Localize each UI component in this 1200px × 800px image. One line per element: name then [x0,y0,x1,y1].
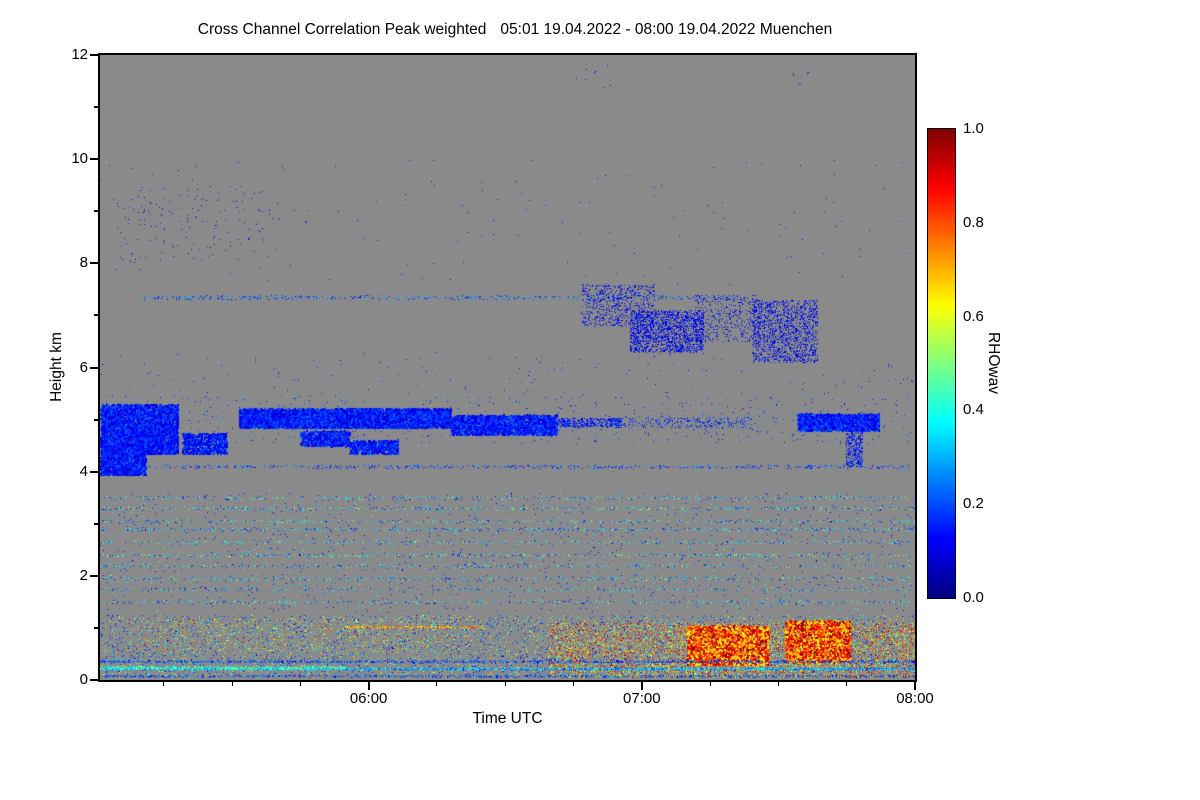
x-axis-minor-tick [709,682,711,686]
x-axis-minor-tick [231,682,233,686]
colorbar-gradient-canvas [928,129,955,598]
y-axis-minor-tick [94,418,98,421]
colorbar-label: RHOwav [985,331,1002,395]
x-axis-tick-label: 07:00 [623,690,661,707]
x-axis-minor-tick [299,682,301,686]
y-axis-major-tick [90,366,98,369]
x-axis-tick-label: 08:00 [896,690,934,707]
y-axis-tick-label: 12 [71,46,88,63]
x-axis-label: Time UTC [472,710,543,727]
colorbar-tick-label: 0.0 [963,589,984,606]
plot-area [98,53,917,682]
colorbar-tick-label: 0.2 [963,495,984,513]
y-axis-major-tick [90,262,98,265]
y-axis-major-tick [90,54,98,56]
y-axis-tick-label: 6 [79,358,88,376]
y-axis-major-tick [90,158,98,161]
y-axis-minor-tick [94,106,98,109]
y-axis-tick-label: 10 [71,150,88,168]
y-axis-major-tick [90,470,98,473]
x-axis-major-tick [367,682,370,690]
x-axis-tick-label: 06:00 [349,690,388,707]
colorbar-tick-label: 0.4 [963,401,984,419]
heatmap-canvas [100,55,915,680]
y-axis-tick-label: 0 [79,671,88,688]
colorbar-tick-label: 0.8 [963,213,984,231]
x-axis-minor-tick [777,682,779,686]
y-axis-major-tick [90,574,98,577]
x-axis-minor-tick [436,682,438,686]
y-axis-minor-tick [94,314,98,317]
y-axis-tick-label: 8 [79,254,88,272]
colorbar-tick-label: 0.6 [963,307,984,325]
x-axis-major-tick [640,682,643,690]
y-axis-major-tick [90,679,98,681]
x-axis-minor-tick [163,682,165,686]
x-axis-major-tick [914,682,916,690]
y-axis-tick-label: 2 [79,566,88,584]
x-axis-minor-tick [504,682,506,686]
y-axis-minor-tick [94,626,98,629]
colorbar-tick-label: 1.0 [963,120,984,137]
chart-title-text: Cross Channel Correlation Peak weighted [197,21,487,38]
x-axis-minor-tick [846,682,848,686]
y-axis-minor-tick [94,210,98,213]
chart-title: Cross Channel Correlation Peak weighted 0… [100,21,930,39]
chart-period-text: 05:01 19.04.2022 - 08:00 19.04.2022 Muen… [500,21,833,38]
x-axis-minor-tick [573,682,575,686]
colorbar [927,128,956,599]
y-axis-tick-label: 4 [79,462,88,480]
y-axis-minor-tick [94,522,98,525]
